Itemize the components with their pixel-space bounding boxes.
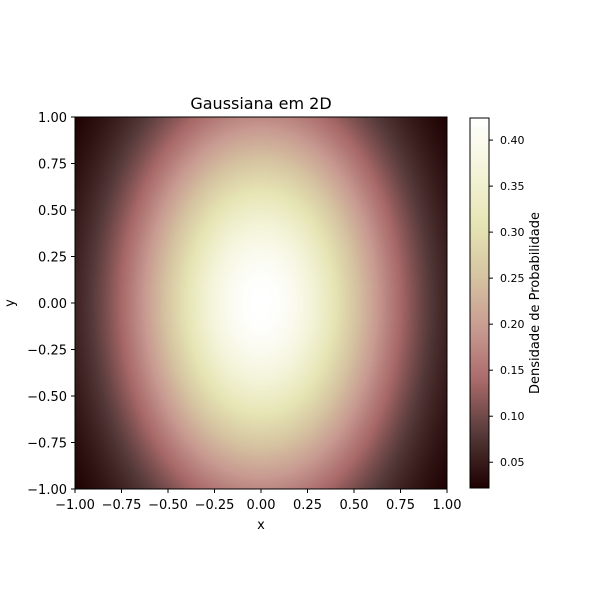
colorbar-gradient bbox=[470, 118, 489, 488]
colorbar-tick-label: 0.15 bbox=[500, 364, 525, 377]
colorbar-tick-label: 0.40 bbox=[500, 134, 525, 147]
x-tick-label: −0.50 bbox=[148, 498, 188, 513]
colorbar-ticks: 0.05 0.10 0.15 0.20 0.25 0.30 0.35 0.40 bbox=[489, 134, 525, 469]
heatmap-image bbox=[75, 117, 447, 489]
y-tick-label: −0.50 bbox=[27, 390, 67, 405]
colorbar-frame bbox=[469, 117, 490, 489]
y-tick-label: 0.25 bbox=[38, 251, 67, 266]
y-tick-label: 1.00 bbox=[38, 111, 67, 126]
x-tick-label: 0.00 bbox=[247, 498, 276, 513]
chart-title: Gaussiana em 2D bbox=[190, 94, 331, 113]
y-tick-label: 0.00 bbox=[38, 297, 67, 312]
x-axis-label: x bbox=[257, 518, 265, 533]
y-axis-label: y bbox=[3, 299, 18, 307]
x-tick-label: −0.25 bbox=[195, 498, 235, 513]
colorbar-tick-label: 0.30 bbox=[500, 226, 525, 239]
y-tick-label: −1.00 bbox=[27, 483, 67, 498]
colorbar-tick-label: 0.20 bbox=[500, 318, 525, 331]
x-tick-label: −1.00 bbox=[55, 498, 95, 513]
x-tick-label: −0.75 bbox=[102, 498, 142, 513]
x-tick-label: 0.50 bbox=[340, 498, 369, 513]
plot-area bbox=[74, 116, 448, 490]
colorbar-tick-label: 0.35 bbox=[500, 180, 525, 193]
colorbar-tick-label: 0.10 bbox=[500, 410, 525, 423]
y-axis: −1.00 −0.75 −0.50 −0.25 0.00 0.25 0.50 0.75 1.00 bbox=[27, 111, 75, 498]
y-tick-label: −0.75 bbox=[27, 437, 67, 452]
x-axis: −1.00 −0.75 −0.50 −0.25 0.00 0.25 0.50 0.75 1.00 bbox=[55, 489, 461, 513]
colorbar: 0.05 0.10 0.15 0.20 0.25 0.30 0.35 0.40 Densida… bbox=[469, 117, 543, 489]
x-tick-label: 0.75 bbox=[386, 498, 415, 513]
colorbar-tick-label: 0.25 bbox=[500, 272, 525, 285]
colorbar-tick-label: 0.05 bbox=[500, 456, 525, 469]
colorbar-label: Densidade de Probabilidade bbox=[528, 212, 543, 394]
y-tick-label: 0.75 bbox=[38, 158, 67, 173]
y-tick-label: 0.50 bbox=[38, 204, 67, 219]
x-tick-label: 0.25 bbox=[293, 498, 322, 513]
x-tick-label: 1.00 bbox=[433, 498, 462, 513]
y-tick-label: −0.25 bbox=[27, 344, 67, 359]
